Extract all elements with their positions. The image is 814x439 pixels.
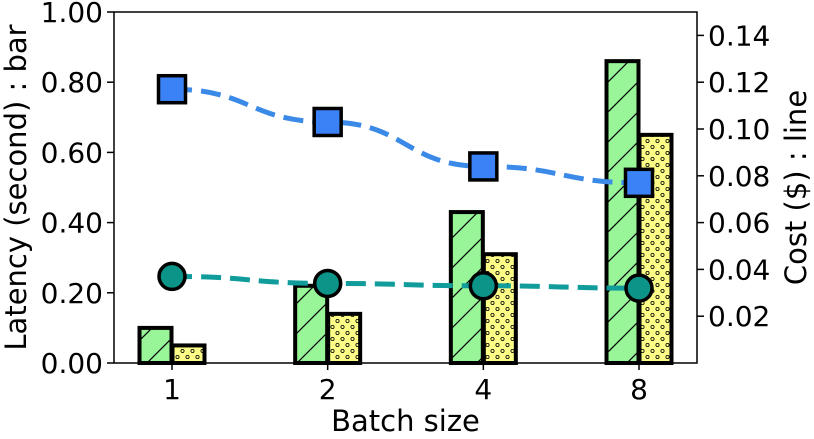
right-tick-label: 0.04 bbox=[708, 253, 770, 286]
x-tick-label: 4 bbox=[474, 373, 492, 406]
bar-series2-2 bbox=[326, 311, 363, 365]
bar-series1-2 bbox=[293, 283, 330, 365]
right-tick-label: 0.08 bbox=[708, 160, 770, 193]
line-series1-marker-1 bbox=[156, 73, 188, 105]
left-tick-label: 1.00 bbox=[41, 0, 103, 29]
axes-layer: 0.00 0.20 0.40 0.60 0.80 1.00 0.02 0.04 0.06 0.08… bbox=[41, 0, 771, 406]
right-tick-label: 0.06 bbox=[708, 207, 770, 240]
left-tick-label: 0.20 bbox=[41, 277, 103, 310]
right-tick-label: 0.12 bbox=[708, 66, 770, 99]
right-tick-label: 0.10 bbox=[708, 113, 770, 146]
x-tick-label: 1 bbox=[163, 373, 181, 406]
bars-layer bbox=[137, 59, 674, 366]
line-series2-marker-1 bbox=[157, 261, 187, 292]
plot-frame bbox=[113, 11, 698, 364]
y-axis-left-title: Latency (second) : bar bbox=[0, 24, 33, 350]
left-tick-label: 0.00 bbox=[41, 347, 103, 380]
line-series2-marker-4 bbox=[468, 271, 499, 301]
bar-series2-4 bbox=[481, 252, 518, 365]
line-series2-marker-8 bbox=[624, 273, 654, 303]
right-tick-label: 0.02 bbox=[708, 300, 770, 333]
line-series2 bbox=[171, 273, 640, 291]
x-tick-label: 2 bbox=[319, 373, 337, 406]
left-tick-label: 0.80 bbox=[41, 66, 103, 99]
bar-series1-8 bbox=[604, 59, 641, 365]
line-series2-marker-2 bbox=[312, 268, 343, 299]
bar-series2-1 bbox=[170, 343, 207, 366]
x-axis-title: Batch size bbox=[331, 404, 480, 438]
y-axis-right-title: Cost ($) : line bbox=[779, 90, 813, 285]
x-tick-label: 8 bbox=[630, 373, 648, 406]
bar-series1-1 bbox=[137, 325, 174, 365]
lines-layer bbox=[156, 73, 655, 303]
left-tick-label: 0.60 bbox=[41, 136, 103, 169]
right-tick-label: 0.14 bbox=[708, 19, 770, 52]
left-tick-label: 0.40 bbox=[41, 207, 103, 240]
line-series1-marker-4 bbox=[468, 151, 499, 182]
line-series1-marker-2 bbox=[312, 106, 343, 138]
line-series1-marker-8 bbox=[623, 167, 655, 199]
line-series1 bbox=[171, 86, 640, 186]
